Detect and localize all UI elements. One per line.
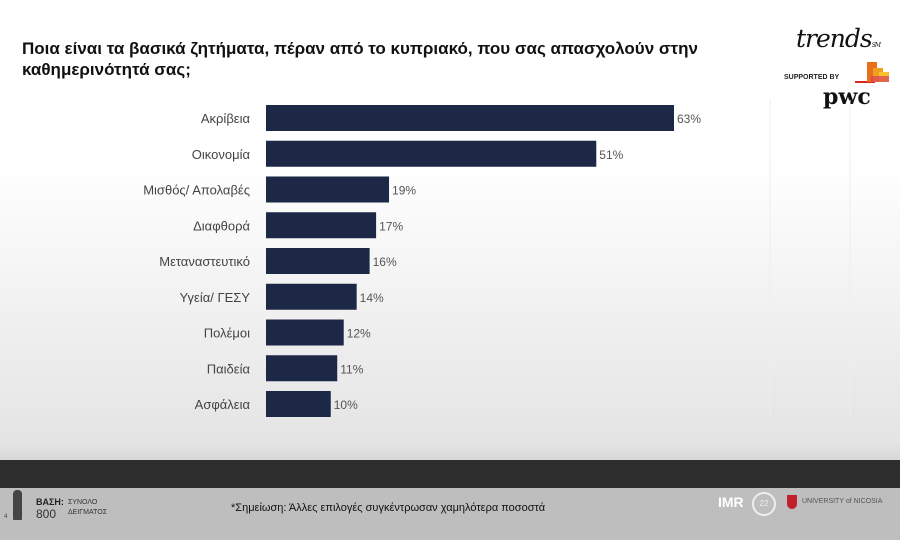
category-label: Μεταναστευτικό bbox=[159, 254, 250, 269]
value-label: 14% bbox=[360, 291, 384, 305]
category-label: Οικονομία bbox=[192, 147, 251, 162]
bar bbox=[266, 355, 338, 382]
bar bbox=[266, 212, 377, 239]
footer bbox=[0, 488, 900, 540]
pwc-mark-icon bbox=[855, 62, 889, 83]
value-label: 16% bbox=[373, 255, 397, 269]
bar bbox=[266, 248, 370, 274]
chart-title: Ποια είναι τα βασικά ζητήματα, πέραν από… bbox=[22, 39, 698, 79]
category-label: Παιδεία bbox=[207, 361, 251, 376]
dark-band bbox=[0, 460, 900, 488]
page-number: 4 bbox=[4, 514, 8, 520]
base-value: 800 bbox=[36, 507, 57, 521]
bar bbox=[266, 140, 597, 167]
bar-chart: Ακρίβεια 63% Οικονομία 51% Μισθός/ Απολαβές 1… bbox=[143, 100, 851, 420]
value-label: 19% bbox=[392, 184, 416, 198]
value-label: 51% bbox=[599, 148, 623, 162]
value-label: 63% bbox=[677, 112, 701, 126]
imr-logo: IMR bbox=[718, 494, 744, 510]
value-label: 10% bbox=[334, 398, 358, 412]
unic-shield-icon bbox=[787, 495, 797, 509]
value-label: 17% bbox=[379, 219, 403, 233]
category-label: Διαφθορά bbox=[193, 218, 250, 233]
category-label: Πολέμοι bbox=[204, 326, 250, 341]
bar bbox=[266, 391, 331, 417]
category-label: Ασφάλεια bbox=[195, 397, 251, 412]
pwc-logo: pwc bbox=[823, 84, 871, 110]
trends-logo-text: trends bbox=[796, 24, 873, 53]
sample-line2: ΔΕΙΓΜΑΤΟΣ bbox=[68, 509, 108, 516]
bar bbox=[266, 105, 674, 131]
bar bbox=[266, 319, 344, 346]
footnote: *Σημείωση: Άλλες επιλογές συγκέντρωσαν χ… bbox=[231, 502, 546, 514]
anniversary-logo: 22 bbox=[752, 492, 776, 516]
bar bbox=[266, 283, 357, 310]
value-label: 11% bbox=[340, 362, 363, 376]
supported-by-label: SUPPORTED BY bbox=[784, 74, 840, 81]
value-label: 12% bbox=[347, 327, 371, 341]
sample-line1: ΣΥΝΟΛΟ bbox=[68, 499, 98, 506]
person-icon bbox=[13, 490, 22, 520]
base-info: ΒΑΣΗ: 800 bbox=[36, 497, 64, 521]
base-label: ΒΑΣΗ: bbox=[36, 497, 64, 507]
category-label: Μισθός/ Απολαβές bbox=[143, 183, 250, 198]
sample-label: ΣΥΝΟΛΟ ΔΕΙΓΜΑΤΟΣ bbox=[68, 498, 107, 518]
category-label: Ακρίβεια bbox=[201, 111, 251, 126]
category-label: Υγεία/ ΓΕΣΥ bbox=[179, 290, 250, 305]
trends-logo: trendsSM bbox=[796, 24, 881, 53]
bar bbox=[266, 176, 390, 203]
university-logo: UNIVERSITY of NICOSIA bbox=[802, 498, 883, 505]
